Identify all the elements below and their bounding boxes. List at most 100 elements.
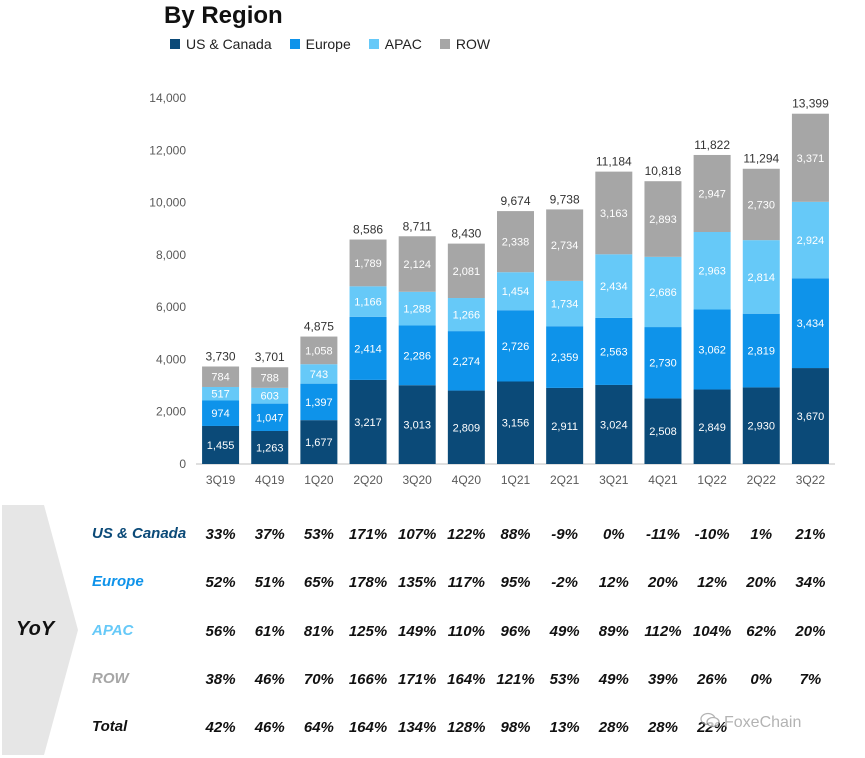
total-label: 13,399 xyxy=(792,97,829,111)
x-tick-label: 4Q20 xyxy=(452,473,482,487)
yoy-row-label: APAC xyxy=(92,622,134,639)
yoy-cell: 81% xyxy=(303,623,334,640)
yoy-cell: 7% xyxy=(799,671,822,688)
yoy-cell: 89% xyxy=(598,623,629,640)
yoy-cell: 96% xyxy=(500,623,531,640)
yoy-cell: 164% xyxy=(348,719,388,736)
yoy-cell: 28% xyxy=(647,719,678,736)
bar-segment xyxy=(447,390,485,464)
total-label: 10,818 xyxy=(645,164,682,178)
data-label: 2,963 xyxy=(698,266,726,278)
data-label: 1,789 xyxy=(354,258,382,270)
yoy-cell: 121% xyxy=(496,671,535,688)
bar-segment xyxy=(497,381,534,464)
bar-segment xyxy=(791,201,829,279)
data-label: 2,849 xyxy=(698,422,726,434)
data-label: 2,414 xyxy=(354,343,382,355)
x-tick-label: 4Q19 xyxy=(255,473,285,487)
bar-segment xyxy=(791,278,829,369)
bar-segment xyxy=(251,403,289,431)
watermark-text: FoxeChain xyxy=(724,713,802,731)
bar-segment xyxy=(742,240,780,314)
yoy-cell: 117% xyxy=(447,574,485,591)
bar-segment xyxy=(546,209,584,281)
legend-swatch xyxy=(439,39,450,49)
bar-segment xyxy=(349,316,387,380)
chart-legend: US & Canada Europe APAC ROW xyxy=(170,36,490,52)
data-label: 2,814 xyxy=(748,272,776,284)
bar-segment xyxy=(644,256,682,328)
data-label: 3,670 xyxy=(797,411,825,423)
y-tick-label: 2,000 xyxy=(156,405,186,419)
yoy-row-label: Total xyxy=(92,718,128,735)
watermark: FoxeChain xyxy=(700,712,801,733)
legend-item: US & Canada xyxy=(170,36,272,52)
data-label: 2,338 xyxy=(502,237,530,249)
legend-label: ROW xyxy=(455,36,491,52)
x-tick-label: 3Q21 xyxy=(599,473,629,487)
bar-segment xyxy=(300,383,338,421)
yoy-cell: 0% xyxy=(602,526,625,543)
yoy-cell: 20% xyxy=(746,574,777,591)
yoy-cell: 21% xyxy=(795,526,826,543)
bar-segment xyxy=(447,298,485,332)
data-label: 3,013 xyxy=(403,420,431,432)
bar-segment xyxy=(398,325,436,386)
bar-segment xyxy=(251,387,289,404)
bar-segment xyxy=(742,387,780,464)
bar-segment xyxy=(251,367,289,388)
bar-segment xyxy=(644,181,682,257)
yoy-cell: 49% xyxy=(598,671,629,688)
data-label: 2,686 xyxy=(649,287,677,299)
data-label: 1,455 xyxy=(207,440,235,452)
yoy-cell: 0% xyxy=(750,671,773,688)
yoy-cell: 28% xyxy=(598,719,629,736)
bar-segment xyxy=(497,211,534,273)
yoy-table: YoY US & Canada 33% 37% 53% 171% 107% 122% 88% -… xyxy=(0,505,865,758)
yoy-cell: 37% xyxy=(254,526,285,543)
bar-segment xyxy=(693,309,731,390)
data-label: 2,508 xyxy=(649,426,677,438)
bar-segment xyxy=(202,400,240,426)
data-label: 784 xyxy=(211,372,229,384)
bar-segment xyxy=(595,171,633,255)
bar-segment xyxy=(497,272,534,311)
yoy-cell: 51% xyxy=(254,574,285,591)
stacked-bar-chart: 0 2,000 4,000 6,000 8,000 10,000 12,000 14,000 1… xyxy=(149,91,835,487)
yoy-cell: 95% xyxy=(500,574,531,591)
legend-label: APAC xyxy=(384,36,422,52)
yoy-cell: 26% xyxy=(697,671,728,688)
data-label: 743 xyxy=(310,369,328,381)
x-tick-label: 2Q20 xyxy=(353,473,383,487)
total-label: 11,184 xyxy=(596,155,632,169)
x-tick-label: 2Q22 xyxy=(747,473,777,487)
data-label: 2,924 xyxy=(797,235,825,247)
x-tick-label: 3Q20 xyxy=(403,473,433,487)
bar-segment xyxy=(349,286,387,317)
bar-segment xyxy=(300,420,338,464)
bar-segment xyxy=(398,291,436,326)
x-tick-label: 2Q21 xyxy=(550,473,580,487)
data-label: 2,434 xyxy=(600,281,628,293)
y-tick-label: 0 xyxy=(179,457,186,471)
data-label: 1,058 xyxy=(305,345,333,357)
yoy-cell: 171% xyxy=(348,526,388,543)
total-label: 9,738 xyxy=(550,192,580,206)
yoy-cell: 61% xyxy=(254,623,285,640)
total-label: 8,430 xyxy=(451,227,481,241)
x-tick-label: 3Q22 xyxy=(796,473,826,487)
yoy-cell: 134% xyxy=(398,719,437,736)
yoy-cell: 65% xyxy=(303,574,334,591)
bar-segment xyxy=(202,425,240,464)
yoy-cell: 110% xyxy=(447,623,485,640)
data-label: 3,163 xyxy=(600,208,628,220)
yoy-cell: 88% xyxy=(500,526,531,543)
yoy-cell: 56% xyxy=(205,623,236,640)
total-label: 8,586 xyxy=(353,223,383,237)
data-label: 2,893 xyxy=(649,214,677,226)
legend-swatch xyxy=(289,39,300,49)
bar-segment xyxy=(742,168,780,241)
total-label: 4,875 xyxy=(304,320,334,334)
bar-segment xyxy=(497,310,534,382)
yoy-cell: 104% xyxy=(692,623,732,640)
